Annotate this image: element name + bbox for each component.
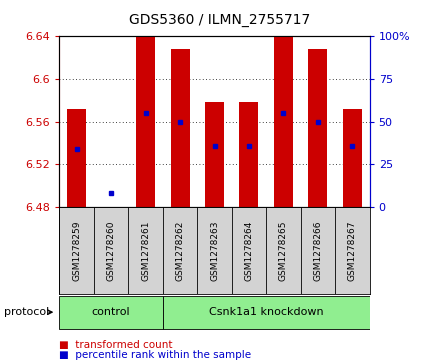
Bar [205,102,224,207]
Bar [136,36,155,207]
Text: protocol: protocol [4,307,50,317]
Bar [343,109,362,207]
Text: ■  percentile rank within the sample: ■ percentile rank within the sample [59,350,252,360]
Text: ■  transformed count: ■ transformed count [59,340,173,350]
Text: GSM1278259: GSM1278259 [72,220,81,281]
Bar [274,36,293,207]
Bar [239,102,258,207]
Text: GSM1278261: GSM1278261 [141,220,150,281]
Text: control: control [92,307,130,317]
Bar [308,49,327,207]
Text: GSM1278260: GSM1278260 [106,220,116,281]
Text: GSM1278267: GSM1278267 [348,220,357,281]
Bar [67,109,86,207]
Bar [59,296,163,329]
Bar [171,49,190,207]
Text: GSM1278265: GSM1278265 [279,220,288,281]
Text: GSM1278264: GSM1278264 [245,220,253,281]
Bar [163,296,370,329]
Text: GDS5360 / ILMN_2755717: GDS5360 / ILMN_2755717 [129,13,311,27]
Text: Csnk1a1 knockdown: Csnk1a1 knockdown [209,307,323,317]
Text: GSM1278266: GSM1278266 [313,220,323,281]
Text: GSM1278263: GSM1278263 [210,220,219,281]
Text: GSM1278262: GSM1278262 [176,220,184,281]
